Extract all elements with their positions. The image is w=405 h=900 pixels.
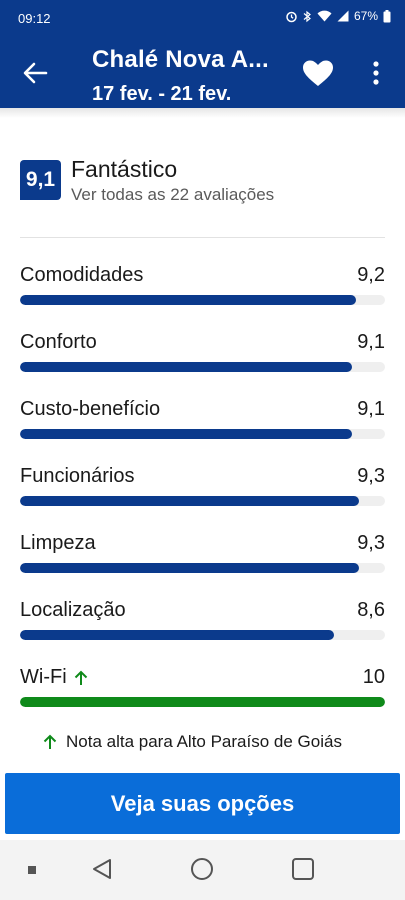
app-bar: Chalé Nova A... 17 fev. - 21 fev. xyxy=(0,36,405,108)
rating-row-localizacao: Localização 8,6 xyxy=(20,599,385,659)
rating-label: Limpeza xyxy=(20,532,96,554)
battery-icon xyxy=(383,9,391,22)
rating-bar-fill xyxy=(20,563,360,573)
rating-bar xyxy=(20,295,385,305)
score-badge: 9,1 xyxy=(20,160,61,200)
rating-value: 9,1 xyxy=(357,398,385,420)
rating-row-conforto: Conforto 9,1 xyxy=(20,331,385,391)
battery-level: 67% xyxy=(353,9,378,23)
rating-label: Comodidades xyxy=(20,264,144,286)
rating-row-custo-beneficio: Custo-benefício 9,1 xyxy=(20,398,385,458)
rating-bar-fill xyxy=(20,295,356,305)
rating-value: 8,6 xyxy=(357,599,385,621)
stay-dates[interactable]: 17 fev. - 21 fev. xyxy=(92,83,232,105)
rating-bar-fill xyxy=(20,496,360,506)
rating-bar xyxy=(20,362,385,372)
score-label: Fantástico xyxy=(71,156,178,182)
more-vert-icon[interactable] xyxy=(366,60,386,86)
signal-icon xyxy=(337,10,349,22)
back-arrow-icon[interactable] xyxy=(22,60,48,86)
page-title: Chalé Nova A... xyxy=(92,46,269,73)
wifi-icon xyxy=(317,10,332,22)
heart-icon[interactable] xyxy=(302,59,334,87)
rating-value: 9,1 xyxy=(357,331,385,353)
app-bar-shadow xyxy=(0,108,405,118)
rating-bar-fill xyxy=(20,697,385,707)
highlight-note-text: Nota alta para Alto Paraíso de Goiás xyxy=(66,732,342,751)
rating-bar xyxy=(20,496,385,506)
rating-label: Localização xyxy=(20,599,126,621)
rating-row-limpeza: Limpeza 9,3 xyxy=(20,532,385,592)
rating-bar-fill xyxy=(20,362,353,372)
rating-value: 10 xyxy=(362,666,385,688)
rating-row-wifi: Wi-Fi 10 xyxy=(20,666,385,726)
system-icons: 67% xyxy=(285,9,391,23)
rating-bar xyxy=(20,630,385,640)
nav-dot-icon xyxy=(28,866,36,874)
rating-label-wrap: Wi-Fi xyxy=(20,666,89,689)
rating-label: Wi-Fi xyxy=(20,666,67,688)
rating-bar-fill xyxy=(20,630,334,640)
rating-row-funcionarios: Funcionários 9,3 xyxy=(20,465,385,525)
rating-bar xyxy=(20,697,385,707)
bluetooth-icon xyxy=(303,10,311,22)
status-time: 09:12 xyxy=(18,11,51,26)
rating-row-comodidades: Comodidades 9,2 xyxy=(20,264,385,324)
see-options-button[interactable]: Veja suas opções xyxy=(5,773,400,834)
nav-home-icon[interactable] xyxy=(190,857,214,881)
rating-bar xyxy=(20,563,385,573)
arrow-up-icon xyxy=(74,670,87,685)
divider xyxy=(20,237,385,238)
highlight-note: Nota alta para Alto Paraíso de Goiás xyxy=(42,732,342,752)
alarm-icon xyxy=(286,11,297,22)
rating-label: Funcionários xyxy=(20,465,135,487)
nav-back-icon[interactable] xyxy=(90,857,114,881)
rating-bar-fill xyxy=(20,429,353,439)
rating-value: 9,3 xyxy=(357,465,385,487)
rating-label: Custo-benefício xyxy=(20,398,161,420)
rating-bar xyxy=(20,429,385,439)
rating-label: Conforto xyxy=(20,331,97,353)
rating-value: 9,2 xyxy=(357,264,385,286)
nav-recents-icon[interactable] xyxy=(291,857,315,881)
reviews-link[interactable]: Ver todas as 22 avaliações xyxy=(71,185,275,204)
navigation-bar xyxy=(0,840,405,900)
arrow-up-icon xyxy=(43,734,57,749)
status-bar: 09:12 67% xyxy=(0,0,405,36)
rating-value: 9,3 xyxy=(357,532,385,554)
